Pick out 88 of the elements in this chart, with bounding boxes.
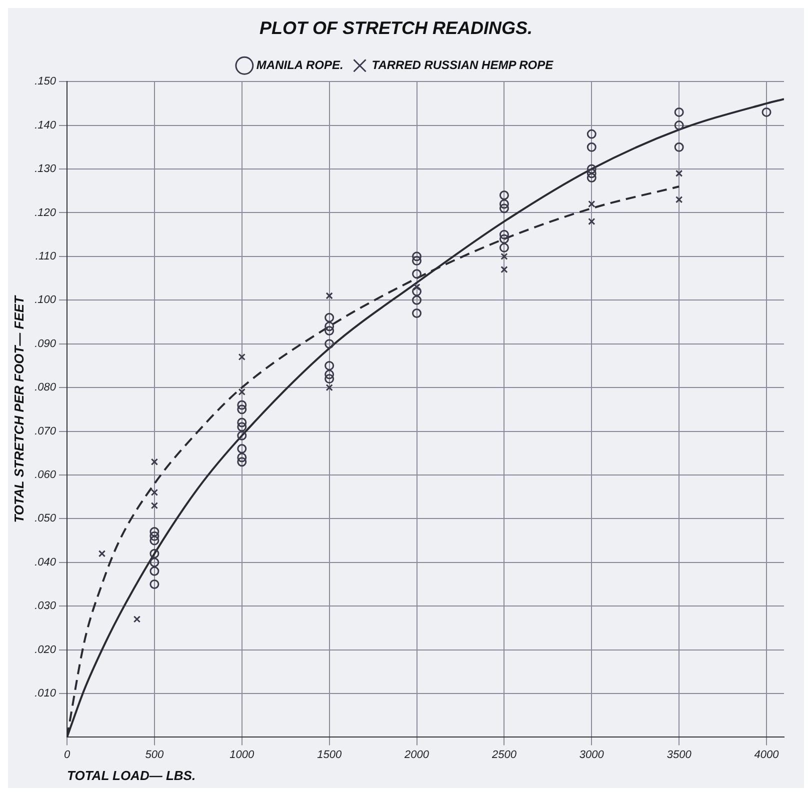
x-tick-label: 2000	[404, 748, 430, 761]
point	[500, 252, 508, 260]
y-tick-label: .110	[35, 250, 57, 262]
y-tick-label: .030	[34, 600, 57, 612]
y-tick-label: .070	[34, 425, 57, 438]
point	[412, 286, 422, 296]
point	[237, 430, 247, 440]
point	[674, 142, 684, 152]
point	[150, 458, 158, 466]
point	[150, 548, 160, 558]
y-tick-label: .080	[34, 382, 57, 394]
x-tick-label: 3500	[666, 748, 692, 761]
legend-label: MANILA ROPE.	[256, 58, 344, 72]
point	[675, 170, 683, 177]
point	[150, 502, 158, 510]
point	[762, 107, 772, 117]
point	[237, 452, 247, 462]
x-tick-label: 4000	[754, 748, 780, 761]
x-tick-label: 500	[145, 748, 165, 761]
point	[324, 312, 334, 322]
point	[238, 353, 246, 361]
point	[674, 107, 684, 117]
point	[500, 266, 508, 274]
point	[237, 400, 247, 410]
point	[237, 404, 247, 414]
point	[324, 360, 334, 370]
point	[586, 168, 596, 178]
y-tick-label: .100	[34, 294, 57, 306]
point	[98, 550, 106, 558]
point	[499, 199, 509, 209]
point	[674, 120, 684, 130]
point	[413, 283, 420, 291]
x-tick-label: 3000	[579, 748, 605, 761]
point	[150, 558, 160, 568]
point	[237, 444, 247, 454]
point	[412, 295, 422, 305]
point	[588, 218, 596, 226]
point	[150, 566, 160, 576]
x-tick-label: 1000	[230, 748, 255, 761]
x-tick-label: 1500	[317, 748, 342, 761]
point	[588, 200, 596, 208]
point	[324, 322, 334, 332]
point	[133, 616, 141, 623]
point	[150, 536, 160, 546]
y-tick-label: .130	[34, 163, 57, 176]
point	[412, 308, 422, 318]
point	[150, 488, 158, 496]
point	[412, 269, 422, 279]
point	[412, 256, 422, 266]
y-tick-label: .050	[34, 512, 57, 525]
point	[675, 196, 683, 204]
y-tick-label: .040	[34, 556, 57, 568]
y-tick-label: .120	[34, 206, 57, 219]
point	[499, 242, 509, 252]
y-axis-title: TOTAL STRETCH PER FOOT— FEET	[11, 294, 26, 523]
x-axis-title: TOTAL LOAD— LBS.	[67, 768, 196, 783]
point	[237, 422, 247, 432]
x-tick-label: 0	[64, 748, 71, 761]
point	[150, 579, 160, 589]
y-tick-label: .150	[34, 76, 57, 88]
point	[499, 230, 509, 240]
y-tick-label: .140	[34, 119, 57, 132]
point	[586, 129, 596, 139]
x-tick-label: 2500	[490, 748, 518, 761]
point	[324, 374, 334, 384]
point	[586, 142, 596, 152]
y-tick-label: .090	[34, 338, 57, 350]
y-tick-label: .020	[34, 644, 57, 656]
point	[324, 326, 334, 336]
point	[586, 173, 596, 183]
point	[499, 204, 509, 214]
point	[150, 531, 160, 541]
legend-label: TARRED RUSSIAN HEMP ROPE	[372, 58, 554, 72]
point	[237, 418, 247, 428]
y-tick-label: .010	[34, 688, 57, 700]
point	[324, 339, 334, 349]
point	[238, 388, 246, 396]
chart-title: PLOT OF STRETCH READINGS.	[259, 18, 533, 38]
point	[412, 252, 422, 262]
point	[237, 457, 247, 467]
point	[499, 234, 509, 244]
point	[499, 190, 509, 200]
point	[586, 164, 596, 174]
point	[324, 370, 334, 380]
y-tick-label: .060	[34, 469, 57, 482]
point	[150, 527, 160, 537]
point	[326, 384, 333, 392]
point	[326, 292, 333, 300]
